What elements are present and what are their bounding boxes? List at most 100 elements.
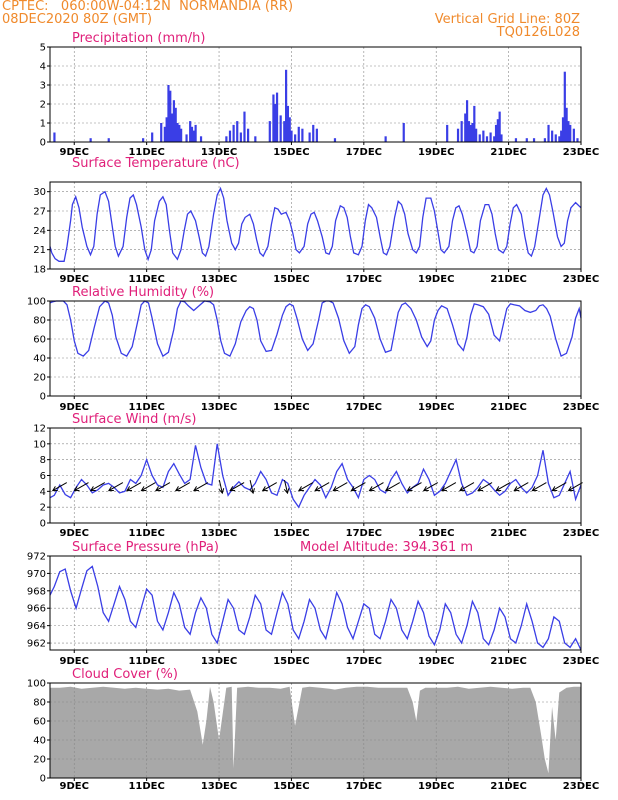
precip-bar [243,111,246,142]
y-tick-label: 60 [33,335,46,346]
precip-bar [469,124,472,142]
precip-bar [268,121,271,142]
x-tick-label: 17DEC [346,656,382,667]
precip-bar [460,121,463,142]
precip-bar [333,138,337,142]
wind-arrow-head [551,486,558,492]
precip-bar [475,128,478,142]
wind-arrow-head [51,486,58,492]
precip-bar [190,126,194,142]
x-tick-label: 15DEC [273,528,309,539]
precip-bar [496,119,499,142]
precip-bar [151,132,154,142]
precip-bar [178,124,181,142]
precip-bar [288,117,291,142]
precip-bar [493,136,496,142]
y-tick-label: 0 [40,392,46,403]
x-tick-label: 11DEC [128,274,164,285]
wind-arrow [284,479,288,494]
precip-bar [194,124,197,142]
y-tick-label: 60 [33,717,46,728]
y-tick-label: 8 [40,455,46,466]
precip-bar [308,132,311,142]
precip-bar [551,130,554,142]
x-tick-label: 17DEC [346,274,382,285]
x-tick-label: 23DEC [563,781,599,792]
precip-bar [402,123,405,142]
x-tick-label: 15DEC [273,147,309,158]
wind-arrow-head [249,488,255,495]
series-line [49,186,582,262]
y-tick-label: 6 [40,471,46,482]
precip-bar [567,121,570,142]
precip-bar [478,134,481,142]
series-line [49,300,582,358]
x-tick-label: 13DEC [201,147,237,158]
precip-bar [228,130,232,142]
x-tick-label: 19DEC [418,528,454,539]
precip-bar [170,113,174,142]
x-tick-label: 9DEC [60,402,89,413]
x-tick-label: 21DEC [490,274,526,285]
precip-bar [456,128,460,142]
header-run-date: 08DEC2020 80Z (GMT) [2,12,153,27]
y-tick-label: 100 [27,679,46,690]
precip-bar [485,136,489,142]
precip-bar [192,130,195,142]
panel-1: 18 21 24 27 30 9DEC 11DEC 13DEC 15DEC 17DEC 19DEC 2… [33,156,599,285]
wind-arrow [459,482,475,492]
precip-bar [142,138,145,142]
wind-arrow-head [440,486,447,492]
precip-bar [465,100,469,142]
wind-arrow [407,482,422,492]
wind-arrow-head [283,488,290,495]
x-tick-label: 21DEC [490,781,526,792]
y-tick-label: 5 [40,43,46,54]
precip-bar [532,138,536,142]
x-tick-label: 23DEC [563,528,599,539]
wind-arrow-head [73,486,80,492]
precip-bar [285,69,288,142]
x-tick-label: 21DEC [490,656,526,667]
wind-arrow-head [406,486,413,492]
precip-bar [446,124,449,142]
precip-bar [489,132,492,142]
wind-arrow-head [422,486,429,492]
y-tick-label: 100 [27,297,46,308]
x-tick-label: 13DEC [201,781,237,792]
x-tick-label: 15DEC [273,402,309,413]
wind-arrow [514,482,529,492]
wind-arrow [441,482,457,492]
precip-bar [482,130,485,142]
panel-frame [49,555,582,651]
precip-bar [225,136,228,142]
y-tick-label: 24 [33,226,46,237]
wind-arrow-head [368,486,375,492]
panel-4: 962 964 966 968 970 972 9DEC 11DEC 13DEC 15DEC 17D… [27,540,599,667]
series-line [49,565,582,651]
wind-arrow-head [193,486,199,492]
x-tick-label: 13DEC [201,274,237,285]
precip-bar [246,128,250,142]
x-tick-label: 19DEC [418,781,454,792]
x-tick-label: 11DEC [128,528,164,539]
wind-arrow-head [384,486,391,492]
precip-bar [274,104,277,142]
y-tick-label: 20 [33,755,46,766]
header-location: CPTEC: 060:00W-04:12N NORMANDIA (RR) [2,0,294,14]
wind-arrow [193,482,209,492]
precip-bar [286,105,290,142]
x-tick-label: 19DEC [418,147,454,158]
wind-arrow-head [107,486,114,492]
series-line [49,443,582,509]
wind-arrow [423,482,439,492]
wind-arrow [52,482,68,492]
y-tick-label: 4 [40,487,46,498]
precip-bar [294,134,297,142]
precip-bar [172,100,175,142]
x-tick-label: 23DEC [563,274,599,285]
wind-arrow-head [477,486,484,492]
wind-arrow-head [567,486,574,492]
precip-bar [467,121,470,142]
